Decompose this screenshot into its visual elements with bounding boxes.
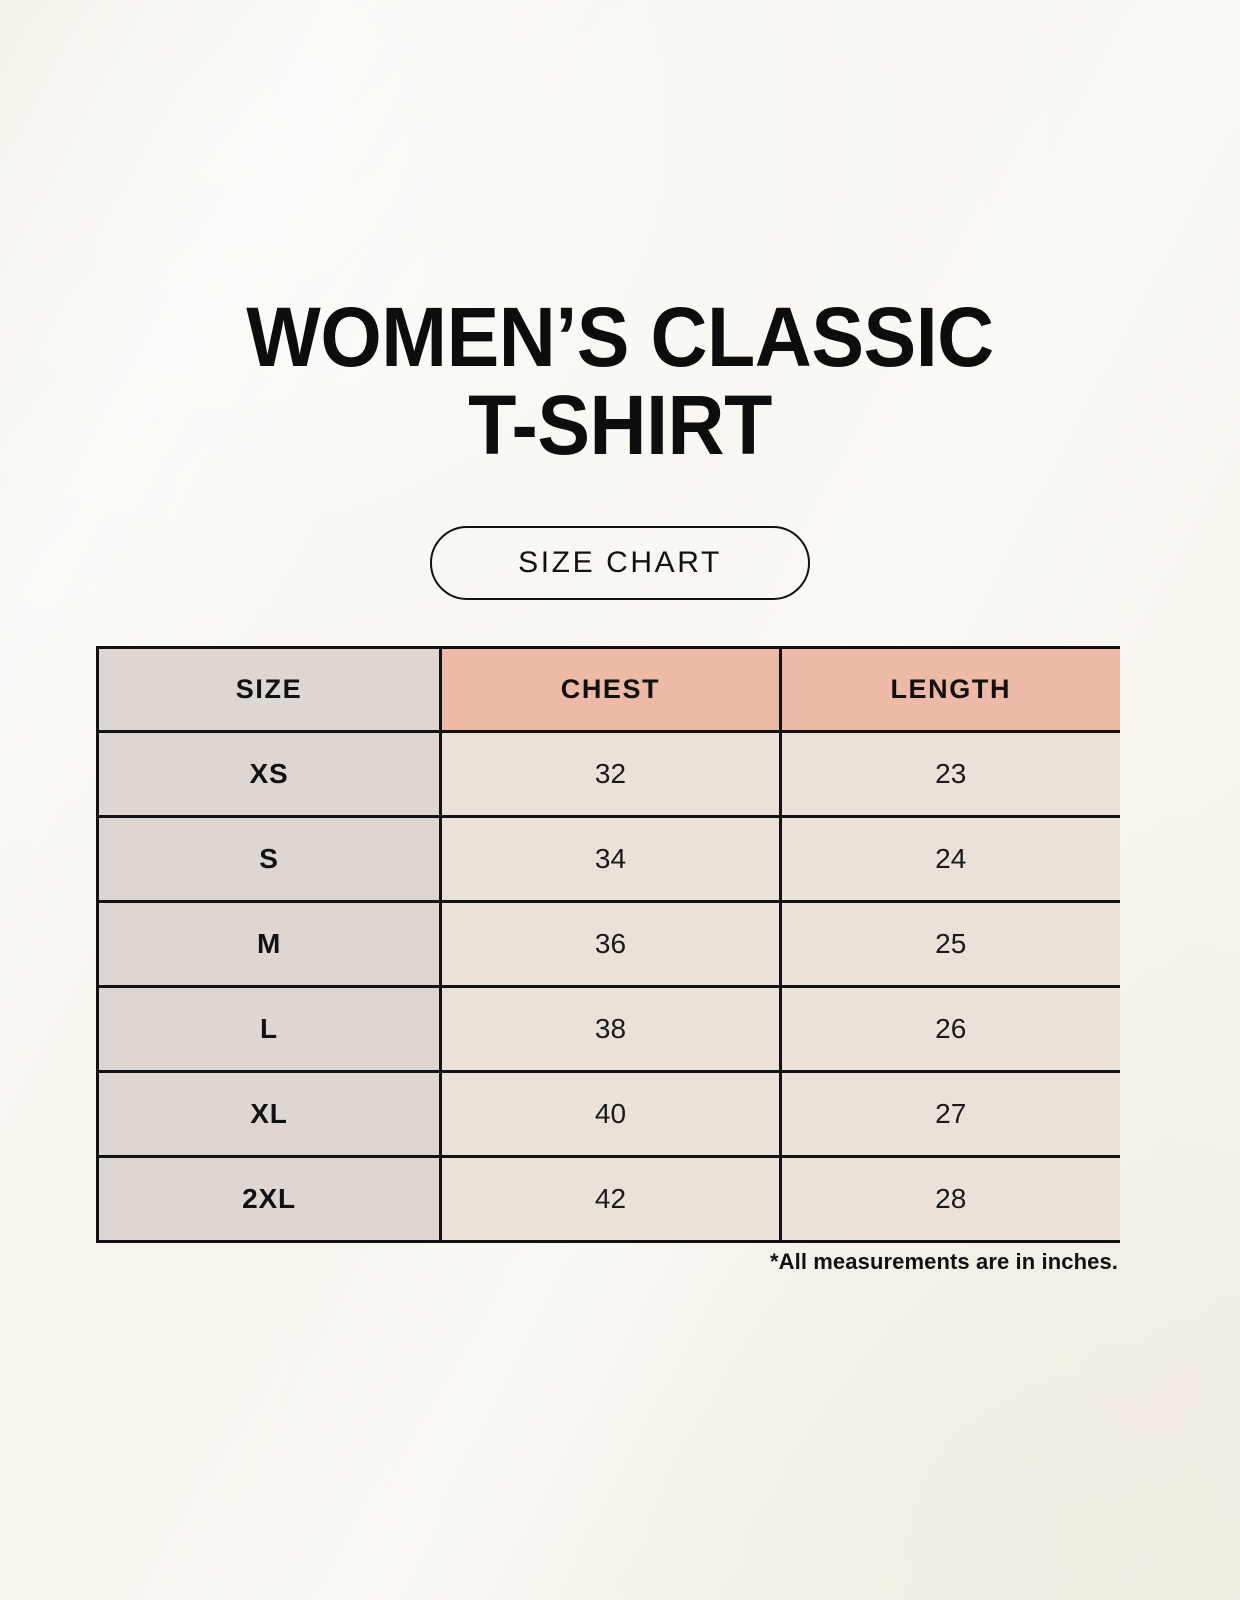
- cell-length: 26: [779, 985, 1120, 1073]
- cell-length: 27: [779, 1070, 1120, 1158]
- page-title: WOMEN’S CLASSIC T-SHIRT: [0, 290, 1240, 473]
- table-row: M 36 25: [96, 900, 1120, 988]
- size-table-container: SIZE CHEST LENGTH XS 32 23 S 34 24 M: [96, 646, 1120, 1243]
- size-table-body: XS 32 23 S 34 24 M 36 25 L 38 26: [96, 730, 1120, 1243]
- cell-size: XL: [96, 1070, 441, 1158]
- cell-size: L: [96, 985, 441, 1073]
- table-row: S 34 24: [96, 815, 1120, 903]
- table-header-row: SIZE CHEST LENGTH: [96, 646, 1120, 733]
- cell-size: 2XL: [96, 1155, 441, 1243]
- cell-chest: 34: [439, 815, 781, 903]
- measurement-footnote: *All measurements are in inches.: [769, 1249, 1118, 1274]
- table-row: XL 40 27: [96, 1070, 1120, 1158]
- cell-length: 23: [779, 730, 1120, 818]
- table-row: L 38 26: [96, 985, 1120, 1073]
- size-table: SIZE CHEST LENGTH XS 32 23 S 34 24 M: [96, 646, 1120, 1243]
- cell-length: 24: [779, 815, 1120, 903]
- cell-size: S: [96, 815, 441, 903]
- column-header-length: LENGTH: [779, 646, 1120, 733]
- page-title-line-2: T-SHIRT: [468, 378, 772, 473]
- cell-chest: 36: [439, 900, 781, 988]
- cell-size: M: [96, 900, 441, 988]
- size-chart-badge: SIZE CHART: [430, 526, 810, 600]
- cell-chest: 32: [439, 730, 781, 818]
- column-header-size: SIZE: [96, 646, 441, 733]
- table-row: XS 32 23: [96, 730, 1120, 818]
- cell-chest: 40: [439, 1070, 781, 1158]
- page-title-line-1: WOMEN’S CLASSIC: [246, 290, 994, 384]
- column-header-chest: CHEST: [439, 646, 781, 733]
- size-chart-badge-container: SIZE CHART: [0, 526, 1240, 600]
- table-row: 2XL 42 28: [96, 1155, 1120, 1243]
- cell-length: 28: [779, 1155, 1120, 1243]
- cell-size: XS: [96, 730, 441, 818]
- cell-length: 25: [779, 900, 1120, 988]
- cell-chest: 42: [439, 1155, 781, 1243]
- cell-chest: 38: [439, 985, 781, 1073]
- size-table-header: SIZE CHEST LENGTH: [96, 646, 1120, 733]
